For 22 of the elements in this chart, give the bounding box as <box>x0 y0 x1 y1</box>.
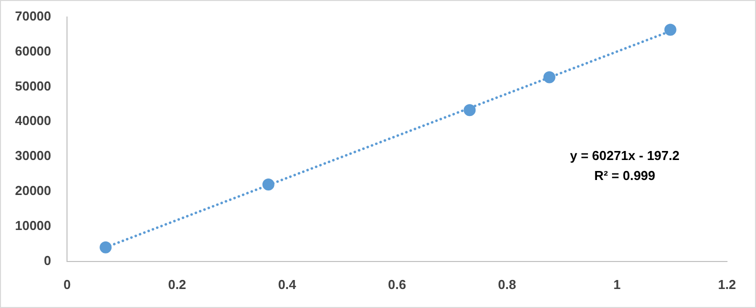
y-tick-label: 50000 <box>14 78 52 94</box>
point <box>464 104 476 116</box>
y-tick-label: 10000 <box>14 218 52 234</box>
y-tick-label: 40000 <box>14 113 52 128</box>
annotation: y = 60271x - 197.2 <box>570 148 680 163</box>
point <box>100 241 112 254</box>
y-tick-label: 20000 <box>14 183 52 198</box>
point <box>664 24 676 36</box>
x-tick-label: 0 <box>64 276 71 292</box>
y-tick-label: 60000 <box>14 43 52 58</box>
x-tick-label: 0.6 <box>388 276 406 292</box>
x-tick-label: 1.2 <box>718 276 736 292</box>
point <box>543 71 556 84</box>
x-tick-label: 0.4 <box>278 276 297 292</box>
y-tick-label: 70000 <box>14 8 52 24</box>
x-tick-label: 0.8 <box>498 276 516 292</box>
y-tick-label: 0 <box>44 252 52 268</box>
x-tick-label: 0.2 <box>168 276 186 292</box>
y-tick-label: 30000 <box>14 148 52 164</box>
annotation: R² = 0.999 <box>594 168 656 183</box>
x-tick-label: 1 <box>613 276 621 292</box>
point <box>262 178 274 191</box>
